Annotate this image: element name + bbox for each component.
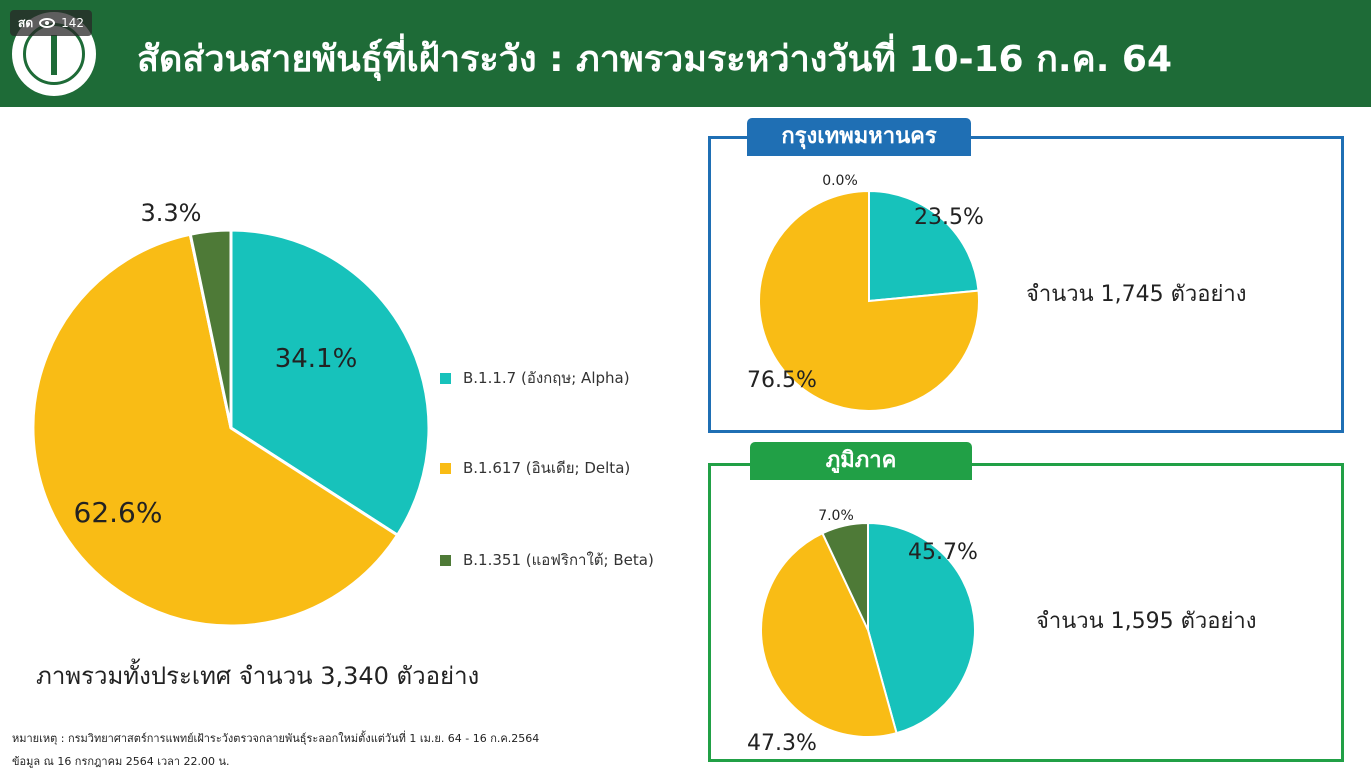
caduceus-icon	[51, 35, 57, 75]
bangkok-panel	[708, 136, 1344, 433]
beta-swatch-icon	[440, 554, 451, 566]
region-label-alpha: 45.7%	[908, 540, 978, 565]
legend-item-alpha: B.1.1.7 (อังกฤษ; Alpha)	[440, 366, 630, 390]
legend-label-delta: B.1.617 (อินเดีย; Delta)	[463, 459, 631, 477]
bangkok-pie-chart: 23.5% 76.5% 0.0%	[747, 173, 984, 412]
bangkok-label-beta: 0.0%	[822, 173, 858, 189]
legend-label-beta: B.1.351 (แอฟริกาใต้; Beta)	[463, 551, 654, 569]
viewer-count: 142	[61, 16, 85, 30]
bangkok-label-delta: 76.5%	[747, 368, 817, 393]
bangkok-slice-delta	[758, 189, 980, 412]
region-panel-title: ภูมิภาค	[750, 442, 972, 480]
overall-label-alpha: 34.1%	[275, 344, 358, 374]
region-label-delta: 47.3%	[747, 731, 817, 756]
footnote-data-date: ข้อมูล ณ 16 กรกฎาคม 2564 เวลา 22.00 น.	[12, 755, 230, 768]
overall-slice-beta	[188, 228, 233, 429]
region-sample-count: จำนวน 1,595 ตัวอย่าง	[1036, 609, 1257, 634]
region-slice-delta	[760, 531, 898, 738]
eye-icon	[39, 18, 56, 28]
overall-pie-chart: 34.1% 62.6% 3.3%	[31, 199, 431, 628]
region-slice-beta	[821, 521, 869, 631]
legend-item-beta: B.1.351 (แอฟริกาใต้; Beta)	[440, 548, 654, 572]
live-label: สด	[18, 16, 34, 30]
bangkok-label-alpha: 23.5%	[914, 205, 984, 230]
overall-label-beta: 3.3%	[141, 199, 202, 227]
footnote-note: หมายเหตุ : กรมวิทยาศาสตร์การแพทย์เฝ้าระว…	[12, 732, 540, 745]
region-label-beta: 7.0%	[818, 508, 854, 524]
region-slice-alpha	[867, 521, 976, 735]
bangkok-panel-title: กรุงเทพมหานคร	[747, 118, 971, 156]
bangkok-slice-alpha	[868, 189, 980, 303]
bangkok-sample-count: จำนวน 1,745 ตัวอย่าง	[1026, 282, 1247, 307]
overall-sample-count: ภาพรวมทั้งประเทศ จำนวน 3,340 ตัวอย่าง	[36, 662, 480, 690]
overall-slice-delta	[31, 232, 400, 628]
page-title: สัดส่วนสายพันธุ์ที่เฝ้าระวัง : ภาพรวมระห…	[137, 39, 1172, 80]
overall-label-delta: 62.6%	[74, 496, 163, 529]
legend-label-alpha: B.1.1.7 (อังกฤษ; Alpha)	[463, 369, 630, 387]
alpha-swatch-icon	[440, 372, 451, 384]
header-bar: สด 142 สัดส่วนสายพันธุ์ที่เฝ้าระวัง : ภา…	[0, 0, 1371, 107]
region-panel	[708, 463, 1344, 762]
legend-item-delta: B.1.617 (อินเดีย; Delta)	[440, 456, 630, 480]
live-viewer-badge: สด 142	[10, 10, 93, 36]
delta-swatch-icon	[440, 462, 451, 474]
region-pie-chart: 45.7% 47.3% 7.0%	[747, 508, 978, 756]
